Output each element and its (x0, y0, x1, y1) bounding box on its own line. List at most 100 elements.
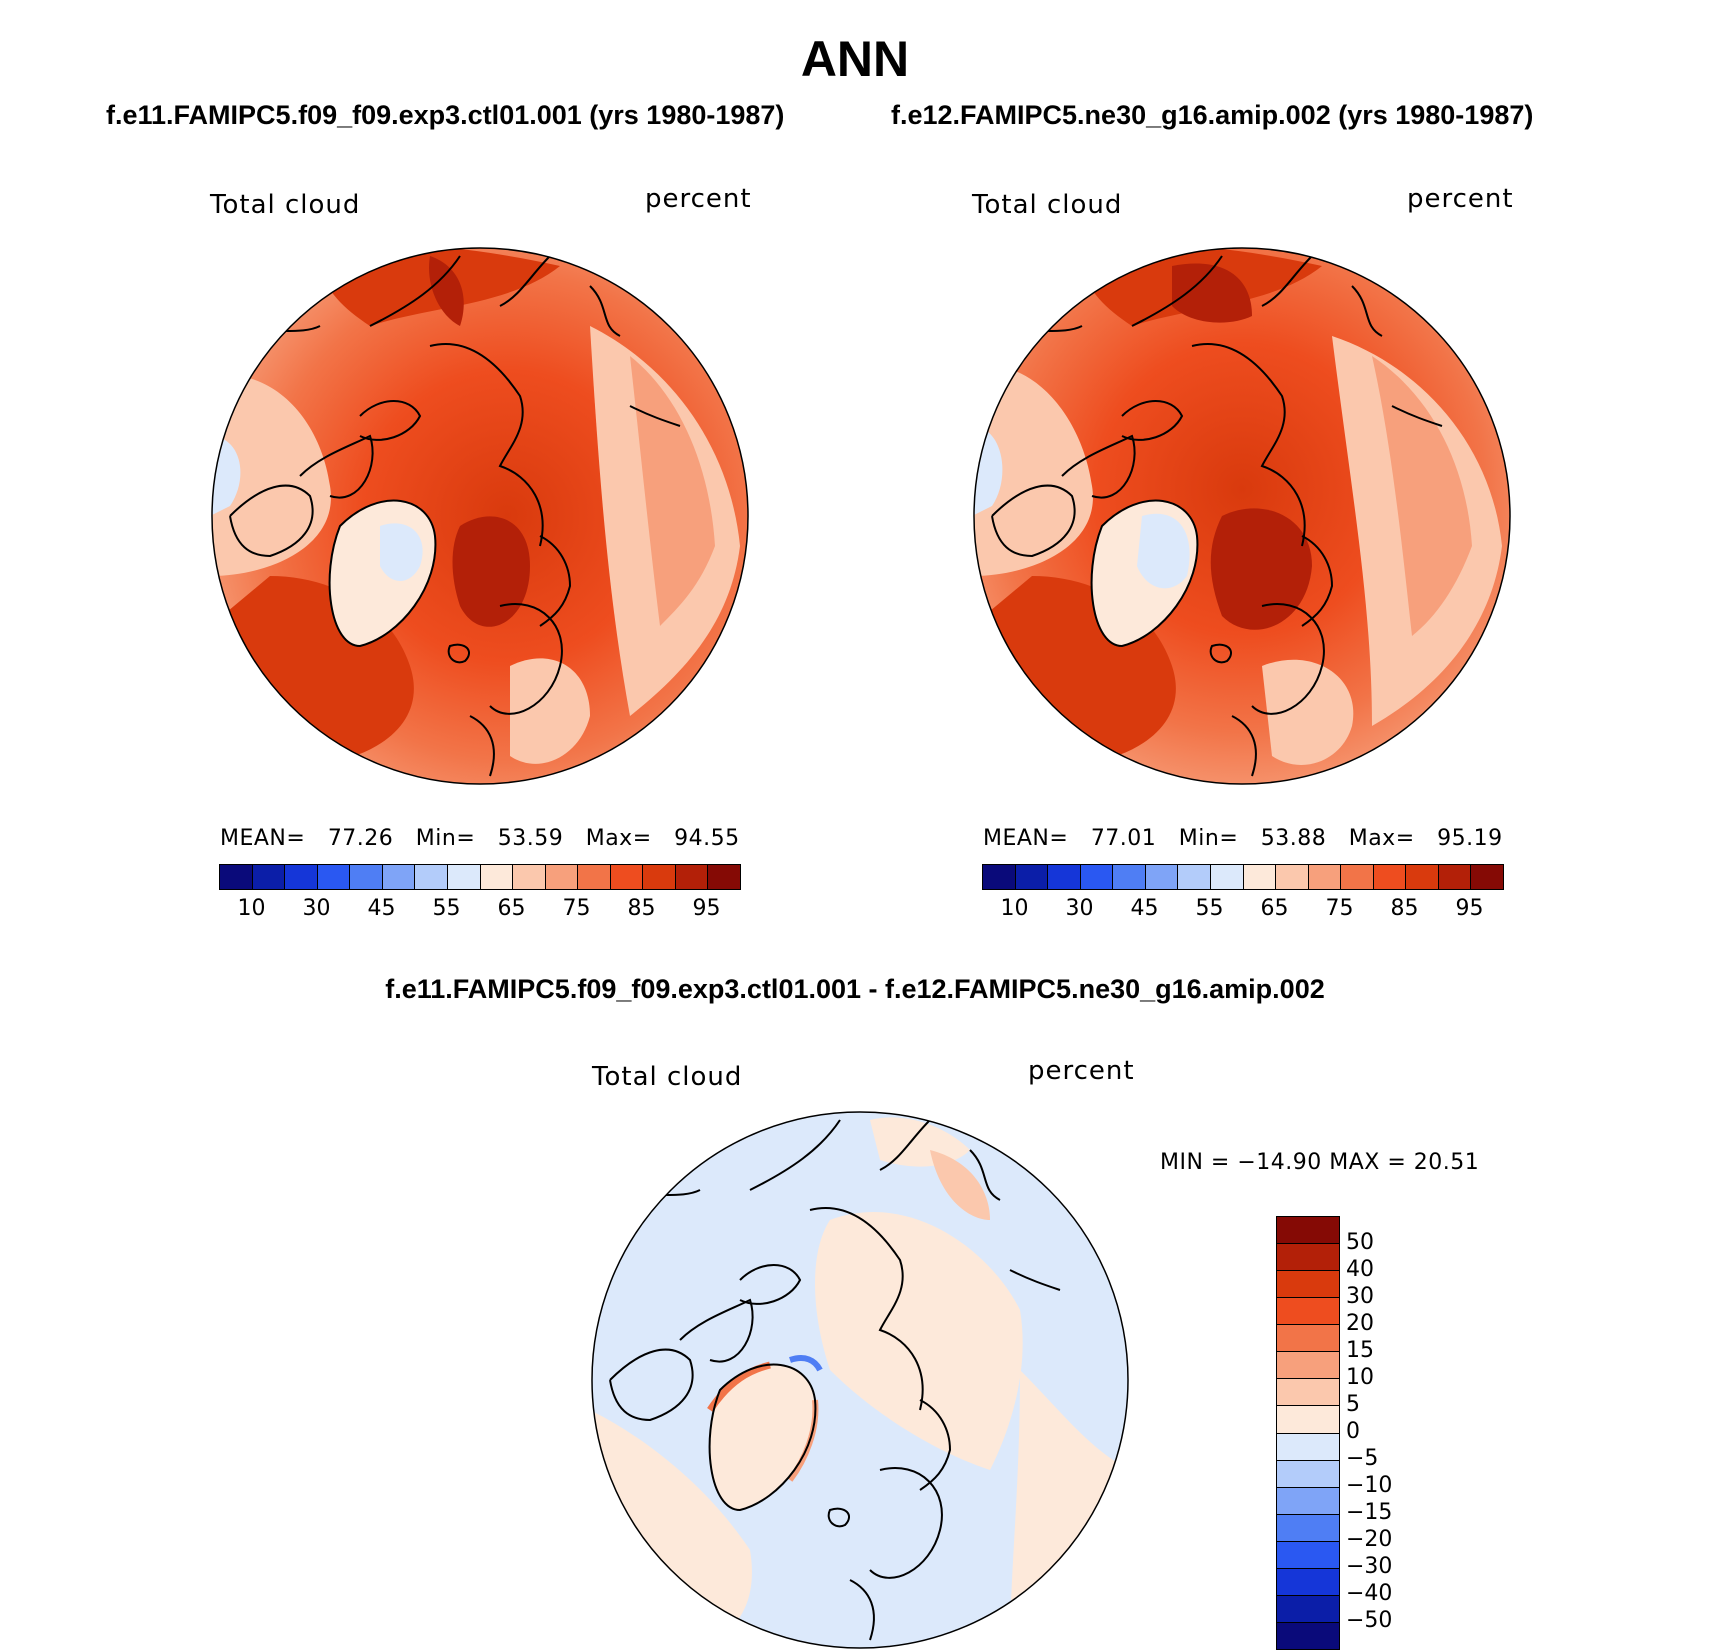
colorbar-swatch (1406, 865, 1439, 889)
panel1-stats: MEAN= 77.26 Min= 53.59 Max= 94.55 (220, 826, 740, 851)
colorbar-swatch (1048, 865, 1081, 889)
colorbar-tick-label: 65 (1260, 896, 1289, 921)
diff-units-label: percent (1028, 1056, 1135, 1086)
colorbar-swatch (1277, 1298, 1339, 1326)
colorbar-tick-label: −5 (1346, 1446, 1379, 1471)
colorbar-swatch (1277, 1406, 1339, 1434)
panel2-polar-map (973, 247, 1511, 785)
colorbar-swatch (1277, 1271, 1339, 1299)
colorbar-tick-label: −30 (1346, 1554, 1393, 1579)
colorbar-swatch (675, 865, 709, 889)
panel2-mean-value: 77.01 (1090, 826, 1157, 851)
diff-polar-map (591, 1111, 1129, 1649)
season-title: ANN (800, 31, 910, 87)
colorbar-swatch (1277, 1514, 1339, 1542)
colorbar-tick-label: 5 (1346, 1392, 1360, 1417)
panel2-stats: MEAN= 77.01 Min= 53.88 Max= 95.19 (983, 826, 1503, 851)
colorbar-swatch (1308, 865, 1342, 889)
panel1-polar-map (211, 247, 749, 785)
colorbar-tick-label: 50 (1346, 1230, 1374, 1255)
colorbar-tick-label: −40 (1346, 1581, 1393, 1606)
colorbar-tick-label: 30 (1346, 1284, 1374, 1309)
panel2-min-value: 53.88 (1260, 826, 1327, 851)
case2-title: f.e12.FAMIPC5.ne30_g16.amip.002 (yrs 198… (891, 100, 1534, 130)
colorbar-tick-label: 10 (1000, 896, 1029, 921)
panel2-max-label: Max= (1348, 826, 1415, 851)
colorbar-swatch (1210, 865, 1244, 889)
colorbar-swatch (545, 865, 579, 889)
panel2-colorbar-ticks: 10 30 45 55 65 75 85 95 (982, 896, 1502, 926)
panel1-max-value: 94.55 (674, 826, 740, 851)
diff-min-max-stats: MIN = −14.90 MAX = 20.51 (1160, 1150, 1480, 1175)
colorbar-swatch (1113, 865, 1146, 889)
colorbar-swatch (447, 865, 481, 889)
colorbar-swatch (1277, 1541, 1339, 1569)
colorbar-swatch (382, 865, 416, 889)
colorbar-tick-label: 75 (562, 896, 591, 921)
colorbar-swatch (1276, 865, 1309, 889)
diff-colorbar-ticks: 50 40 30 20 15 10 5 0 −5 −10 −15 −20 −30 −40 −50 (1346, 1216, 1426, 1648)
panel2-max-value: 95.19 (1437, 826, 1503, 851)
colorbar-swatch (708, 865, 740, 889)
colorbar-tick-label: 85 (627, 896, 656, 921)
colorbar-swatch (415, 865, 448, 889)
colorbar-tick-label: −10 (1346, 1473, 1393, 1498)
colorbar-tick-label: 10 (1346, 1365, 1374, 1390)
colorbar-swatch (350, 865, 383, 889)
colorbar-swatch (1080, 865, 1114, 889)
colorbar-swatch (1277, 1244, 1339, 1272)
colorbar-tick-label: 95 (1455, 896, 1484, 921)
colorbar-tick-label: 10 (237, 896, 266, 921)
colorbar-tick-label: 20 (1346, 1311, 1374, 1336)
colorbar-swatch (252, 865, 286, 889)
colorbar-swatch (317, 865, 351, 889)
colorbar-swatch (220, 865, 253, 889)
colorbar-swatch (1015, 865, 1049, 889)
colorbar-tick-label: 65 (497, 896, 526, 921)
colorbar-tick-label: 85 (1390, 896, 1419, 921)
diff-colorbar (1276, 1216, 1340, 1650)
panel1-units-label: percent (645, 184, 752, 214)
case1-title: f.e11.FAMIPC5.f09_f09.exp3.ctl01.001 (yr… (106, 100, 785, 130)
colorbar-tick-label: 75 (1325, 896, 1354, 921)
panel1-min-label: Min= (415, 826, 476, 851)
diff-title: f.e11.FAMIPC5.f09_f09.exp3.ctl01.001 - f… (385, 974, 1325, 1004)
colorbar-swatch (1277, 1622, 1339, 1649)
colorbar-swatch (1145, 865, 1179, 889)
colorbar-swatch (643, 865, 676, 889)
panel1-max-label: Max= (585, 826, 652, 851)
colorbar-swatch (1277, 1568, 1339, 1596)
colorbar-tick-label: 55 (1195, 896, 1224, 921)
panel1-colorbar (219, 864, 741, 890)
colorbar-swatch (1438, 865, 1472, 889)
panel1-colorbar-ticks: 10 30 45 55 65 75 85 95 (219, 896, 739, 926)
colorbar-tick-label: 40 (1346, 1257, 1374, 1282)
colorbar-swatch (1277, 1595, 1339, 1623)
colorbar-tick-label: 30 (302, 896, 331, 921)
panel2-variable-label: Total cloud (972, 190, 1123, 220)
colorbar-tick-label: 95 (692, 896, 721, 921)
colorbar-swatch (610, 865, 644, 889)
colorbar-tick-label: 15 (1346, 1338, 1374, 1363)
colorbar-swatch (285, 865, 318, 889)
panel1-variable-label: Total cloud (210, 190, 361, 220)
colorbar-swatch (1277, 1433, 1339, 1461)
colorbar-swatch (1277, 1487, 1339, 1515)
panel2-colorbar (982, 864, 1504, 890)
colorbar-swatch (1341, 865, 1374, 889)
panel1-min-value: 53.59 (497, 826, 564, 851)
panel1-mean-label: MEAN= (220, 826, 306, 851)
panel2-min-label: Min= (1178, 826, 1239, 851)
colorbar-swatch (1277, 1379, 1339, 1407)
colorbar-tick-label: 0 (1346, 1419, 1360, 1444)
colorbar-swatch (1277, 1217, 1339, 1245)
colorbar-tick-label: −20 (1346, 1527, 1393, 1552)
colorbar-swatch (1277, 1325, 1339, 1353)
panel2-mean-label: MEAN= (983, 826, 1069, 851)
colorbar-tick-label: 45 (1130, 896, 1159, 921)
colorbar-tick-label: 45 (367, 896, 396, 921)
colorbar-tick-label: 55 (432, 896, 461, 921)
colorbar-swatch (983, 865, 1016, 889)
colorbar-swatch (1178, 865, 1211, 889)
colorbar-swatch (578, 865, 611, 889)
